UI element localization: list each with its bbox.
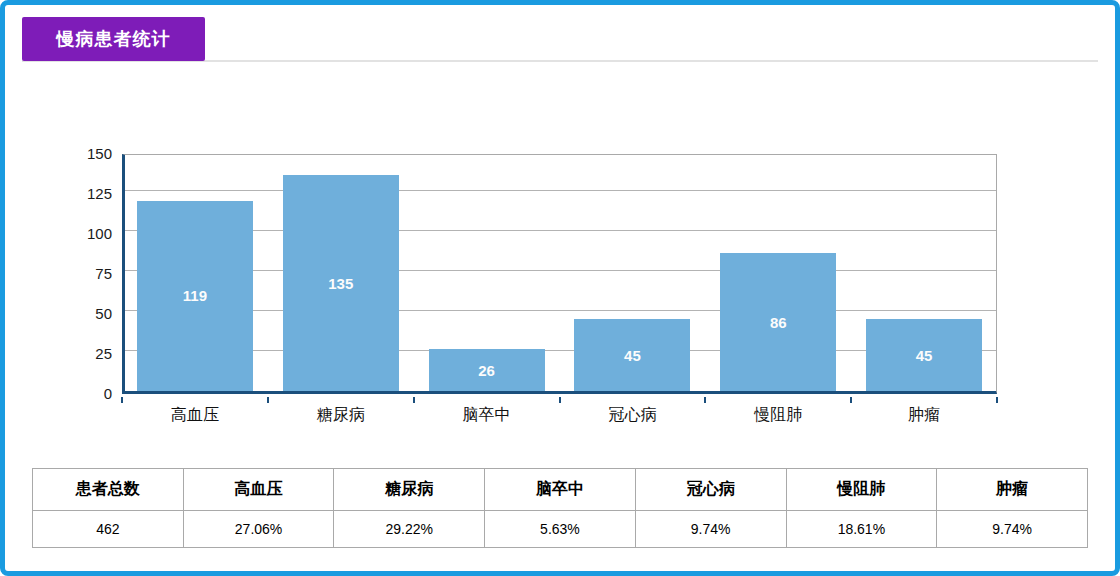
y-axis-label: 25 [72, 345, 112, 363]
table-header-cell: 肿瘤 [937, 469, 1088, 511]
bar-慢阻肺: 86 [720, 253, 836, 391]
bar-冠心病: 45 [574, 319, 690, 391]
bar-chart: 119 135 26 45 86 45 0 25 50 75 100 125 150 高血压糖尿病脑卒… [5, 5, 1120, 465]
table-header-cell: 慢阻肺 [786, 469, 937, 511]
chronic-disease-stats-panel: 慢病患者统计 119 135 26 45 86 45 0 25 50 75 100 125 150 高… [0, 0, 1120, 576]
table-cell: 27.06% [183, 511, 334, 548]
bar-value-label: 119 [183, 287, 207, 304]
x-axis-label: 高血压 [122, 405, 268, 426]
table-header-cell: 冠心病 [635, 469, 786, 511]
page-title: 慢病患者统计 [22, 17, 205, 61]
bar-糖尿病: 135 [283, 175, 399, 391]
table-cell: 5.63% [485, 511, 636, 548]
bar-value-label: 135 [328, 275, 353, 292]
table-cell: 18.61% [786, 511, 937, 548]
table-cell: 29.22% [334, 511, 485, 548]
x-axis-label: 肿瘤 [851, 405, 997, 426]
table-header-row: 患者总数高血压糖尿病脑卒中冠心病慢阻肺肿瘤 [33, 469, 1088, 511]
gridline [125, 190, 996, 191]
table-cell: 462 [33, 511, 184, 548]
y-axis-label: 100 [72, 225, 112, 243]
y-axis-label: 0 [72, 385, 112, 403]
gridline [125, 230, 996, 231]
y-axis-label: 75 [72, 265, 112, 283]
plot-area: 119 135 26 45 86 45 [122, 154, 997, 394]
y-axis-label: 125 [72, 185, 112, 203]
x-axis-tick [850, 397, 852, 403]
x-axis-label: 脑卒中 [414, 405, 560, 426]
x-axis-label: 糖尿病 [268, 405, 414, 426]
stats-table: 患者总数高血压糖尿病脑卒中冠心病慢阻肺肿瘤 46227.06%29.22%5.6… [32, 468, 1088, 548]
table-header-cell: 糖尿病 [334, 469, 485, 511]
bar-高血压: 119 [137, 201, 253, 391]
x-axis-tick [267, 397, 269, 403]
x-axis-tick [559, 397, 561, 403]
bar-肿瘤: 45 [866, 319, 982, 391]
y-axis-label: 150 [72, 145, 112, 163]
table-cell: 9.74% [937, 511, 1088, 548]
bar-value-label: 45 [624, 347, 641, 364]
x-axis-label: 冠心病 [560, 405, 706, 426]
table-header-cell: 高血压 [183, 469, 334, 511]
bar-value-label: 86 [770, 314, 787, 331]
table-header-cell: 患者总数 [33, 469, 184, 511]
table-cell: 9.74% [635, 511, 786, 548]
gridline [125, 270, 996, 271]
x-axis-tick [996, 397, 998, 403]
x-axis-tick [704, 397, 706, 403]
table-row: 46227.06%29.22%5.63%9.74%18.61%9.74% [33, 511, 1088, 548]
x-axis-tick [121, 397, 123, 403]
bar-value-label: 26 [478, 362, 495, 379]
y-axis-label: 50 [72, 305, 112, 323]
x-axis-tick [413, 397, 415, 403]
x-axis-label: 慢阻肺 [705, 405, 851, 426]
table-header-cell: 脑卒中 [485, 469, 636, 511]
gridline [125, 310, 996, 311]
bar-value-label: 45 [916, 347, 933, 364]
bar-脑卒中: 26 [429, 349, 545, 391]
stats-table-body: 46227.06%29.22%5.63%9.74%18.61%9.74% [33, 511, 1088, 548]
stats-table-head: 患者总数高血压糖尿病脑卒中冠心病慢阻肺肿瘤 [33, 469, 1088, 511]
